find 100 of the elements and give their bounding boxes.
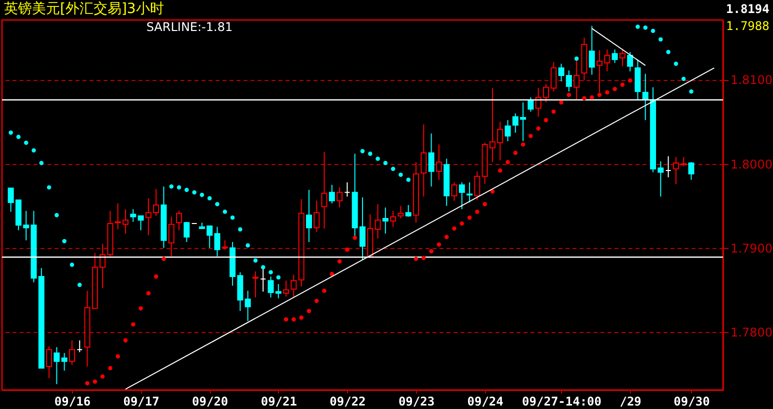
candlestick — [382, 207, 388, 234]
candlestick — [46, 346, 52, 379]
candlestick — [321, 152, 328, 230]
x-tick-label: 09/27-14:00 — [522, 394, 602, 408]
point — [116, 354, 120, 358]
point — [85, 381, 90, 386]
point — [222, 210, 228, 214]
point — [337, 259, 342, 264]
point — [681, 76, 686, 81]
point — [498, 168, 502, 173]
point — [306, 308, 312, 314]
point — [368, 152, 372, 156]
point — [162, 256, 166, 261]
point — [650, 28, 656, 34]
point — [482, 202, 487, 206]
candlestick — [222, 240, 228, 250]
point — [176, 185, 182, 190]
x-tick-label: 09/30 — [674, 394, 710, 408]
point — [597, 92, 602, 97]
x-tick-label: 09/23 — [398, 394, 435, 408]
point — [146, 291, 151, 296]
point — [390, 166, 396, 171]
point — [422, 256, 426, 260]
candlestick — [588, 25, 595, 76]
y-tick-label: 1.7900 — [730, 241, 772, 256]
point — [78, 282, 82, 288]
candlestick — [306, 189, 312, 242]
candlestick — [634, 59, 641, 100]
candlestick — [176, 210, 182, 231]
point — [276, 275, 281, 280]
point — [620, 82, 625, 87]
y-tick-label: 1.8100 — [730, 73, 772, 88]
point — [559, 100, 564, 105]
candlestick — [260, 266, 266, 292]
candlestick — [627, 51, 634, 72]
point — [238, 227, 242, 232]
annotation: SARLINE:-1.81 — [146, 20, 233, 34]
point — [429, 249, 434, 254]
point — [352, 236, 357, 240]
candlestick — [398, 205, 404, 219]
candlestick — [244, 290, 251, 322]
point — [215, 202, 220, 206]
point — [636, 24, 640, 29]
point — [230, 215, 235, 220]
point — [292, 317, 296, 322]
point — [192, 190, 196, 195]
point — [467, 215, 472, 220]
point — [92, 379, 98, 384]
candlestick — [68, 340, 75, 366]
candlestick — [428, 133, 434, 187]
point — [520, 142, 526, 147]
candlestick — [130, 208, 136, 222]
point — [658, 37, 663, 42]
point — [32, 148, 36, 152]
point — [689, 89, 694, 94]
text: 1.7988 — [726, 19, 770, 33]
candlestick — [336, 186, 343, 208]
candlestick — [184, 221, 190, 242]
point — [100, 374, 105, 379]
candlestick — [458, 182, 465, 210]
point — [566, 92, 572, 97]
point — [475, 210, 480, 214]
point — [108, 366, 112, 370]
point — [138, 306, 143, 311]
point — [268, 270, 273, 274]
point — [436, 242, 442, 247]
candlestick — [466, 182, 473, 203]
point — [345, 247, 350, 252]
point — [314, 298, 319, 303]
point — [24, 140, 28, 145]
point — [154, 274, 158, 279]
point — [574, 56, 579, 61]
candlestick — [168, 216, 174, 257]
point — [452, 226, 456, 231]
point — [123, 338, 128, 343]
point — [200, 192, 204, 198]
point — [398, 172, 403, 177]
point — [536, 126, 540, 131]
point — [582, 96, 586, 100]
candlestick — [252, 270, 258, 298]
x-tick-label: 09/21 — [260, 394, 297, 408]
point — [246, 243, 250, 248]
point — [406, 178, 410, 182]
point — [506, 160, 510, 164]
point — [383, 160, 388, 166]
point — [628, 78, 632, 83]
chart-title: 英镑美元[外汇交易]3小时 — [4, 1, 164, 17]
point — [674, 62, 678, 66]
point — [16, 134, 21, 140]
x-tick-label: /29 — [620, 394, 642, 408]
point — [490, 189, 495, 194]
candlestick — [688, 162, 694, 180]
point — [70, 262, 74, 267]
point — [207, 196, 212, 200]
point — [590, 95, 594, 100]
point — [444, 234, 449, 240]
candlestick — [61, 352, 68, 372]
point — [528, 134, 533, 138]
point — [330, 272, 334, 276]
x-tick-label: 09/16 — [54, 394, 91, 408]
